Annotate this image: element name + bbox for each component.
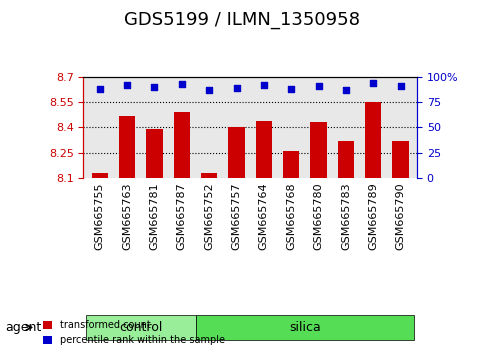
Bar	[146, 129, 163, 178]
Legend: transformed count, percentile rank within the sample: transformed count, percentile rank withi…	[39, 316, 229, 349]
Point	[342, 87, 350, 93]
Point	[397, 83, 404, 89]
Bar	[119, 115, 135, 178]
Point	[287, 86, 295, 92]
Bar	[92, 173, 108, 178]
Bar	[228, 127, 245, 178]
Bar	[256, 121, 272, 178]
Bar	[392, 141, 409, 178]
Bar	[311, 122, 327, 178]
Point	[123, 82, 131, 88]
Bar	[174, 112, 190, 178]
Point	[96, 86, 104, 92]
Text: GDS5199 / ILMN_1350958: GDS5199 / ILMN_1350958	[124, 11, 359, 29]
Bar	[201, 173, 217, 178]
Point	[233, 85, 241, 91]
Point	[369, 80, 377, 86]
Point	[315, 83, 323, 89]
Point	[178, 81, 185, 87]
Bar	[365, 102, 382, 178]
Bar	[338, 141, 354, 178]
Point	[205, 87, 213, 93]
Text: agent: agent	[5, 321, 41, 334]
Bar	[283, 151, 299, 178]
Point	[260, 82, 268, 88]
Point	[151, 84, 158, 90]
Text: silica: silica	[289, 321, 321, 334]
Text: control: control	[119, 321, 162, 334]
